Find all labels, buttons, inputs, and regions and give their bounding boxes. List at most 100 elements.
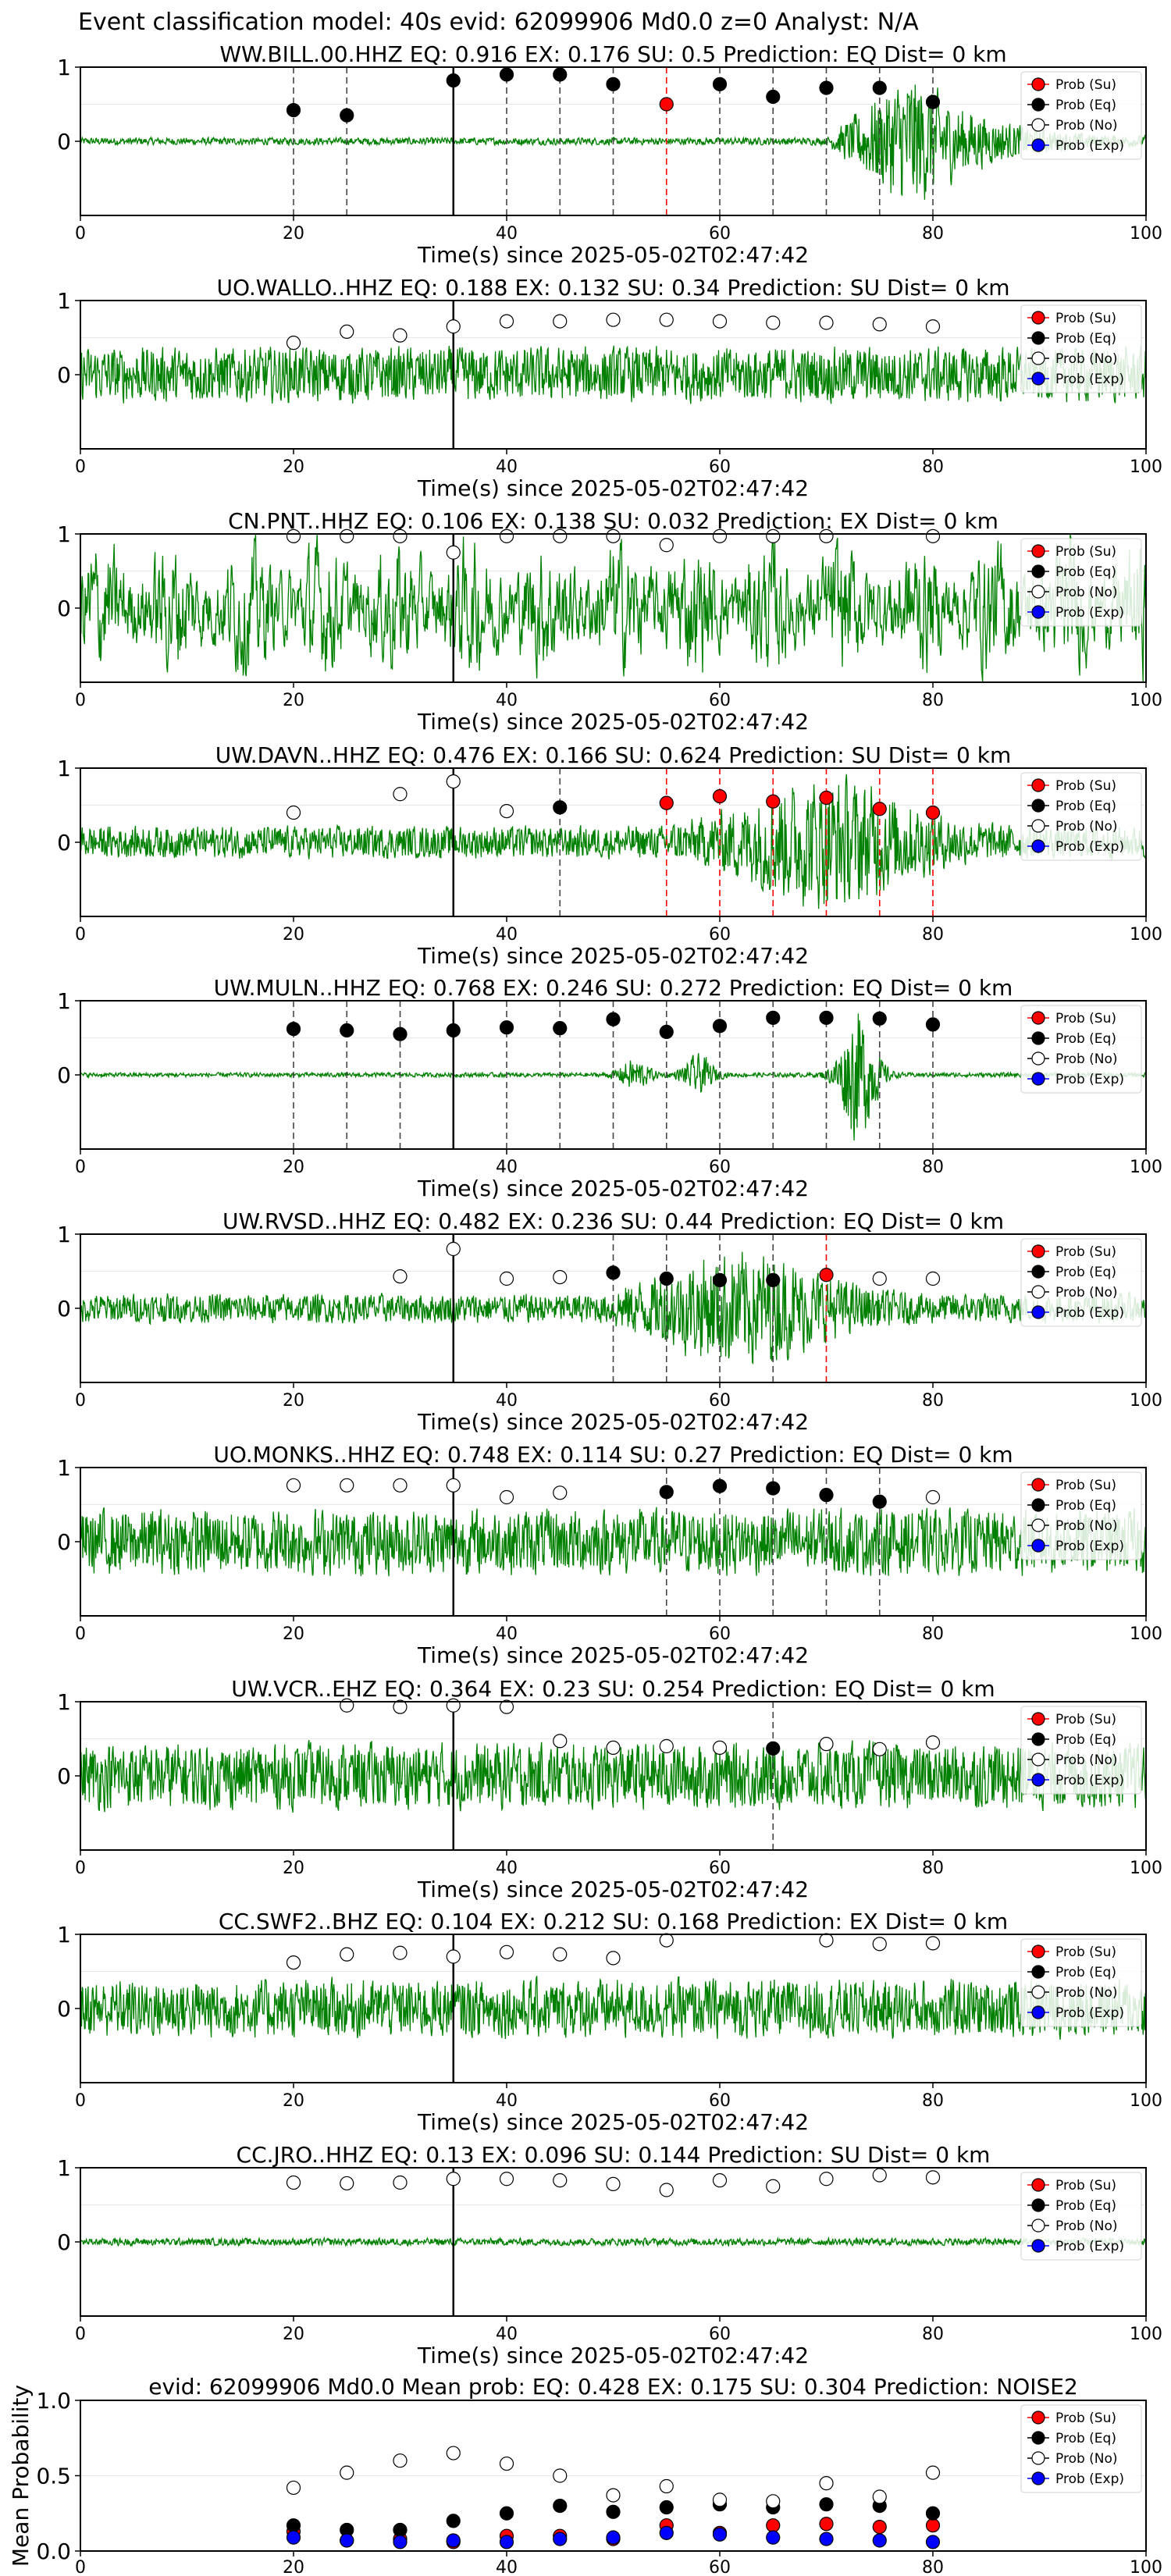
prob-point-no	[872, 317, 887, 332]
y-tick-label: 0	[57, 1296, 71, 1322]
legend-label-su: Prob (Su)	[1055, 1244, 1116, 1260]
prob-point-eq	[766, 1272, 781, 1288]
y-tick-label: 0	[57, 362, 71, 388]
prob-point-eq	[553, 1021, 568, 1036]
x-axis-label: Time(s) since 2025-05-02T02:47:42	[417, 709, 809, 735]
legend-marker-exp	[1031, 1305, 1045, 1319]
legend-marker-su	[1031, 77, 1045, 91]
prob-point-no	[499, 1944, 514, 1959]
x-tick-label: 80	[922, 1391, 944, 1411]
mean-point-no	[712, 2492, 728, 2507]
prob-point-no	[925, 1489, 941, 1505]
legend-label-su: Prob (Su)	[1055, 2178, 1116, 2194]
x-tick-label: 0	[75, 691, 86, 710]
y-tick-label: 1	[57, 1922, 71, 1948]
legend-label-su: Prob (Su)	[1055, 1478, 1116, 1493]
prob-point-no	[446, 1698, 461, 1713]
mean-point-no	[925, 2465, 941, 2480]
prob-point-no	[606, 1951, 621, 1966]
x-tick-label: 20	[283, 1859, 304, 1878]
legend-label-no: Prob (No)	[1055, 1285, 1118, 1300]
legend-marker-exp	[1031, 1539, 1045, 1553]
prob-point-eq	[819, 80, 834, 95]
prob-point-su	[819, 790, 834, 806]
y-tick-label: 1	[57, 55, 71, 80]
prob-point-eq	[766, 1010, 781, 1025]
prob-point-no	[446, 1949, 461, 1964]
legend-label-su: Prob (Su)	[1055, 311, 1116, 326]
x-tick-label: 80	[922, 1624, 944, 1644]
prob-point-eq	[340, 1023, 354, 1038]
mean-point-eq	[286, 2518, 301, 2533]
legend-box	[1020, 2404, 1142, 2493]
panel-title: CC.JRO..HHZ EQ: 0.13 EX: 0.096 SU: 0.144…	[237, 2142, 991, 2168]
mean-point-no	[553, 2468, 568, 2483]
panel-title: UW.MULN..HHZ EQ: 0.768 EX: 0.246 SU: 0.2…	[214, 975, 1013, 1001]
prob-point-no	[499, 314, 514, 329]
mean-point-no	[659, 2478, 674, 2494]
waveform-trace	[80, 533, 1147, 683]
prob-point-eq	[446, 73, 461, 88]
legend-marker-su	[1031, 1712, 1045, 1726]
legend-marker-eq	[1031, 1965, 1045, 1979]
legend-label-no: Prob (No)	[1055, 1752, 1118, 1768]
y-tick-label: 1	[57, 1455, 71, 1481]
legend-box	[1020, 304, 1142, 393]
legend-marker-exp	[1031, 138, 1045, 152]
legend-label-su: Prob (Su)	[1055, 1712, 1116, 1727]
legend-marker-su	[1031, 311, 1045, 325]
legend-marker-no	[1031, 819, 1045, 833]
mean-point-exp	[499, 2535, 514, 2549]
x-tick-label: 100	[1130, 925, 1162, 945]
prob-point-eq	[712, 1019, 728, 1034]
prob-point-no	[872, 1271, 887, 1286]
x-axis-label: Time(s) since 2025-05-02T02:47:42	[417, 2109, 809, 2135]
prob-point-eq	[446, 1023, 461, 1038]
prob-point-no	[925, 319, 941, 334]
y-axis-label: Mean Probability	[8, 2385, 34, 2567]
y-tick-label: 0	[57, 1763, 71, 1789]
x-tick-label: 100	[1130, 2091, 1162, 2111]
y-tick-label: 0.0	[36, 2539, 71, 2564]
prob-point-eq	[712, 76, 728, 91]
x-tick-label: 0	[75, 2091, 86, 2111]
prob-point-eq	[659, 1485, 674, 1500]
x-tick-label: 0	[75, 1624, 86, 1644]
mean-point-no	[286, 2480, 301, 2496]
prob-point-su	[925, 805, 941, 820]
legend-label-no: Prob (No)	[1055, 351, 1118, 367]
legend-label-eq: Prob (Eq)	[1055, 2198, 1116, 2214]
legend-label-exp: Prob (Exp)	[1055, 605, 1124, 621]
x-tick-label: 20	[283, 1624, 304, 1644]
mean-point-exp	[340, 2533, 354, 2548]
prob-point-eq	[925, 94, 941, 109]
x-tick-label: 40	[496, 2091, 518, 2111]
legend-label-eq: Prob (Eq)	[1055, 564, 1116, 580]
legend-marker-exp	[1031, 2005, 1045, 2019]
waveform-trace	[80, 1507, 1147, 1577]
prob-point-no	[340, 1698, 354, 1713]
panel-title: UW.VCR..EHZ EQ: 0.364 EX: 0.23 SU: 0.254…	[231, 1676, 995, 1702]
mean-point-eq	[499, 2506, 514, 2521]
legend-label-eq: Prob (Eq)	[1055, 331, 1116, 347]
y-tick-label: 1	[57, 288, 71, 314]
prob-point-su	[659, 795, 674, 810]
panel-title: UW.DAVN..HHZ EQ: 0.476 EX: 0.166 SU: 0.6…	[215, 742, 1012, 768]
prob-point-no	[553, 1947, 568, 1962]
mean-point-su	[766, 2518, 781, 2533]
prob-point-no	[819, 1933, 834, 1948]
y-tick-label: 0	[57, 1529, 71, 1555]
x-tick-label: 100	[1130, 457, 1162, 477]
prob-point-no	[606, 2176, 621, 2191]
x-tick-label: 80	[922, 2091, 944, 2111]
legend-label-exp: Prob (Exp)	[1055, 1305, 1124, 1321]
x-tick-label: 40	[496, 925, 518, 945]
legend-marker-eq	[1031, 1265, 1045, 1279]
legend-label-no: Prob (No)	[1055, 1518, 1118, 1534]
legend-marker-no	[1031, 351, 1045, 365]
legend-label-eq: Prob (Eq)	[1055, 799, 1116, 814]
legend-label-exp: Prob (Exp)	[1055, 839, 1124, 855]
prob-point-eq	[819, 1010, 834, 1025]
x-axis-label: Time(s) since 2025-05-02T02:47:42	[417, 1409, 809, 1435]
legend-label-exp: Prob (Exp)	[1055, 2005, 1124, 2021]
